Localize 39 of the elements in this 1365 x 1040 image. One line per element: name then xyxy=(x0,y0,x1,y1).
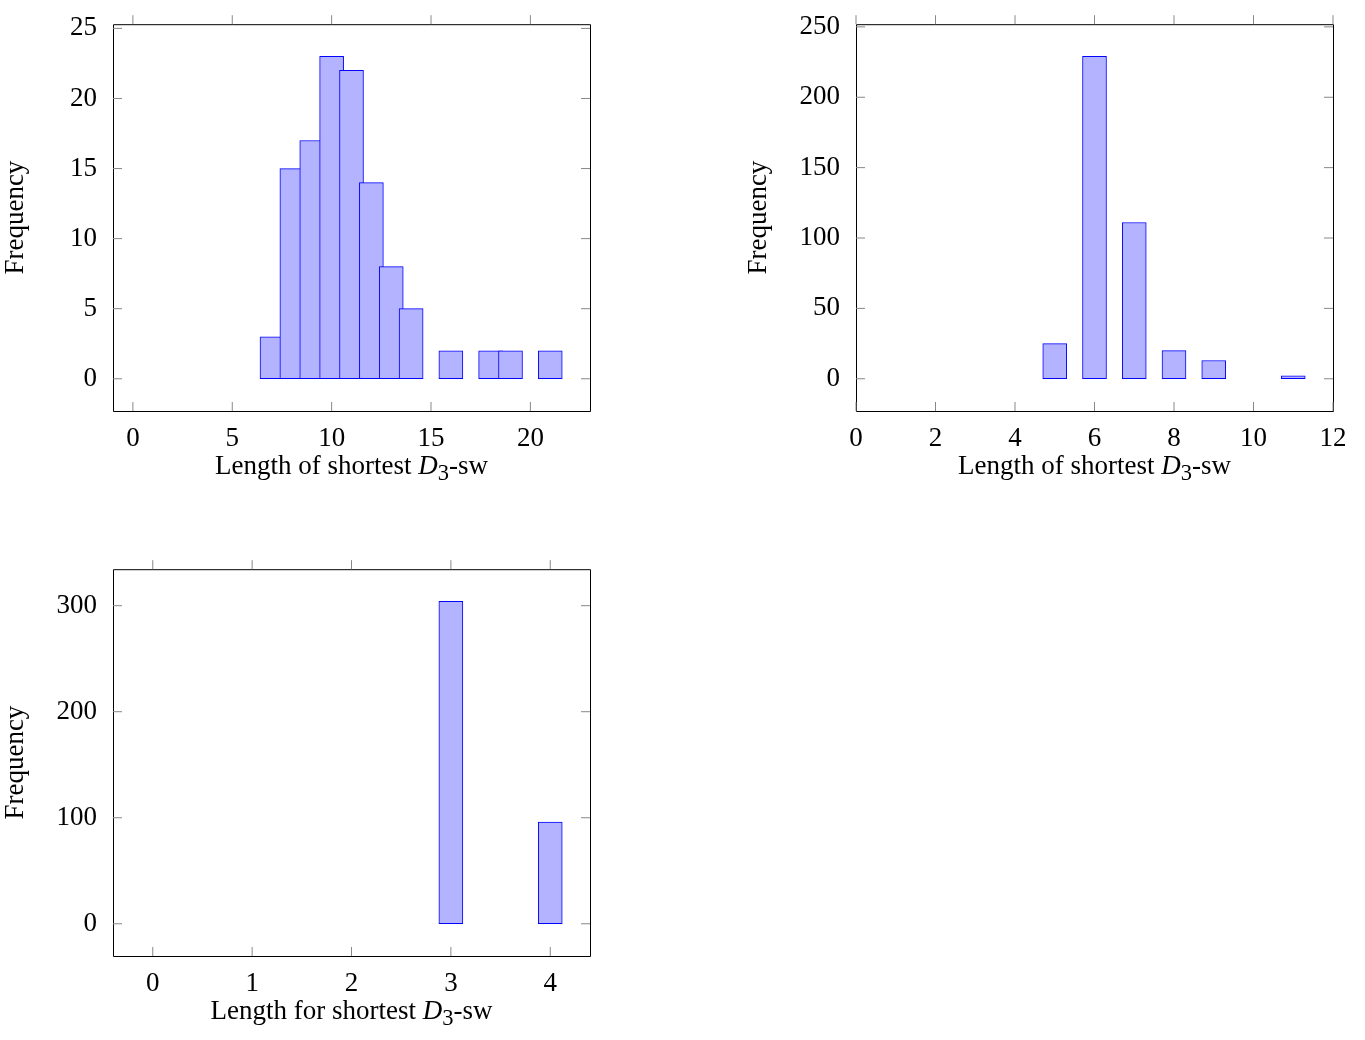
x-tick-label: 4 xyxy=(543,967,558,998)
x-tick-label: 5 xyxy=(225,422,239,453)
x-tick-label: 10 xyxy=(1240,422,1267,453)
x-tick-label: 2 xyxy=(344,967,359,998)
y-tick-label: 25 xyxy=(70,11,97,42)
y-tick-label: 50 xyxy=(813,291,840,322)
y-tick-label: 100 xyxy=(56,800,97,831)
y-axis-title: Frequency xyxy=(0,160,30,275)
y-tick-label: 0 xyxy=(83,361,97,392)
y-axis-title: Frequency xyxy=(742,160,773,275)
y-tick-label: 20 xyxy=(70,81,97,112)
y-tick-label: 100 xyxy=(799,221,840,252)
x-tick-label: 2 xyxy=(928,422,943,453)
y-axis-title: Frequency xyxy=(0,705,30,820)
x-tick-label: 0 xyxy=(146,967,160,998)
x-axis-title: Length of shortest D$_{3}$-sw xyxy=(215,450,488,486)
x-tick-label: 4 xyxy=(1008,422,1023,453)
x-tick-label: 15 xyxy=(417,422,445,453)
y-tick-label: 250 xyxy=(799,9,840,40)
y-tick-label: 200 xyxy=(799,80,840,111)
x-tick-label: 20 xyxy=(516,422,544,453)
x-tick-label: 12 xyxy=(1319,422,1347,453)
y-tick-label: 300 xyxy=(56,588,97,619)
x-tick-label: 1 xyxy=(245,967,259,998)
y-tick-label: 0 xyxy=(83,906,97,937)
x-tick-label: 0 xyxy=(126,422,140,453)
x-axis-title: Length for shortest D$_{3}$-sw xyxy=(210,995,493,1031)
x-tick-label: 0 xyxy=(849,422,863,453)
y-tick-label: 15 xyxy=(70,151,97,182)
y-tick-label: 0 xyxy=(826,361,840,392)
y-tick-label: 5 xyxy=(83,291,97,322)
x-tick-label: 3 xyxy=(444,967,458,998)
x-axis-title: Length of shortest D$_{3}$-sw xyxy=(958,450,1231,486)
x-tick-label: 8 xyxy=(1167,422,1181,453)
x-tick-label: 6 xyxy=(1087,422,1102,453)
y-tick-label: 10 xyxy=(70,221,97,252)
y-tick-label: 200 xyxy=(56,694,97,725)
x-tick-label: 10 xyxy=(318,422,346,453)
y-tick-label: 150 xyxy=(799,150,840,181)
